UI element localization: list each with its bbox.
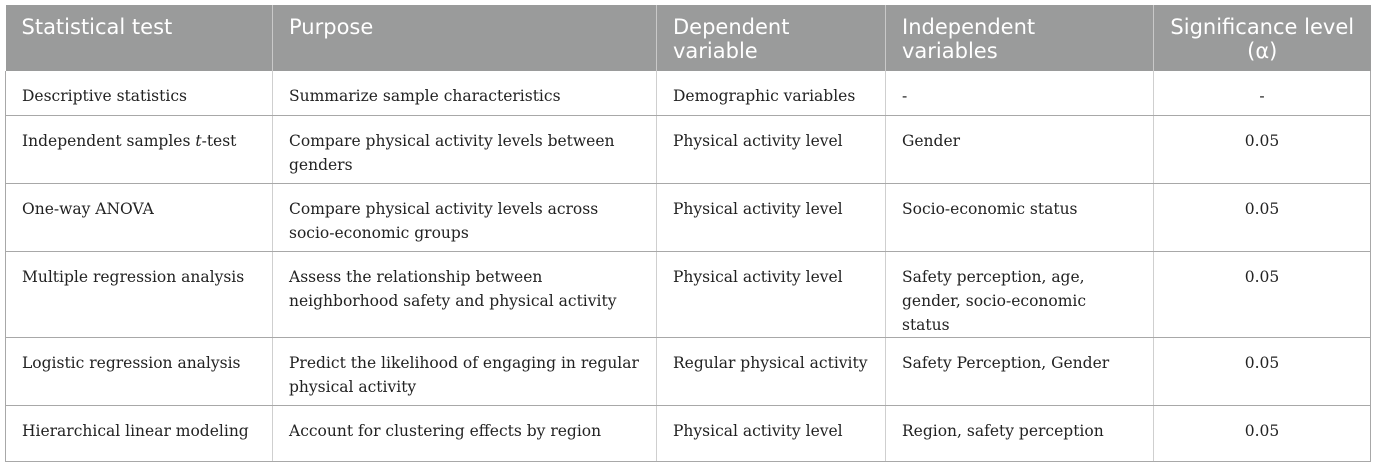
cell-statistical-test: One-way ANOVA <box>5 183 273 252</box>
table-row: One-way ANOVA Compare physical activity … <box>5 183 1371 252</box>
cell-purpose: Summarize sample characteristics <box>272 71 657 116</box>
header-purpose: Purpose <box>272 5 657 71</box>
cell-dependent-variable: Physical activity level <box>656 405 886 462</box>
cell-independent-variables: - <box>885 71 1154 116</box>
table-row: Descriptive statistics Summarize sample … <box>5 71 1371 116</box>
cell-dependent-variable: Physical activity level <box>656 251 886 338</box>
cell-independent-variables: Safety perception, age, gender, socio-ec… <box>885 251 1154 338</box>
cell-statistical-test: Independent samples t-test <box>5 115 273 184</box>
cell-dependent-variable: Physical activity level <box>656 115 886 184</box>
cell-statistical-test: Multiple regression analysis <box>5 251 273 338</box>
cell-statistical-test: Descriptive statistics <box>5 71 273 116</box>
cell-independent-variables: Socio-economic status <box>885 183 1154 252</box>
test-name-prefix: Independent samples <box>22 131 196 150</box>
cell-significance-level: 0.05 <box>1153 115 1371 184</box>
table-row: Hierarchical linear modeling Account for… <box>5 405 1371 462</box>
cell-dependent-variable: Demographic variables <box>656 71 886 116</box>
header-dependent-variable: Dependent variable <box>656 5 886 71</box>
table-body: Descriptive statistics Summarize sample … <box>5 71 1371 462</box>
header-row: Statistical test Purpose Dependent varia… <box>5 5 1371 71</box>
cell-significance-level: 0.05 <box>1153 183 1371 252</box>
cell-statistical-test: Hierarchical linear modeling <box>5 405 273 462</box>
table-header: Statistical test Purpose Dependent varia… <box>5 5 1371 71</box>
cell-independent-variables: Region, safety perception <box>885 405 1154 462</box>
table-row: Multiple regression analysis Assess the … <box>5 251 1371 338</box>
cell-purpose: Compare physical activity levels across … <box>272 183 657 252</box>
header-significance-level: Significance level (α) <box>1153 5 1371 71</box>
table-row: Logistic regression analysis Predict the… <box>5 337 1371 406</box>
cell-purpose: Account for clustering effects by region <box>272 405 657 462</box>
cell-statistical-test: Logistic regression analysis <box>5 337 273 406</box>
header-independent-variables: Independent variables <box>885 5 1154 71</box>
cell-purpose: Assess the relationship between neighbor… <box>272 251 657 338</box>
cell-independent-variables: Gender <box>885 115 1154 184</box>
cell-dependent-variable: Physical activity level <box>656 183 886 252</box>
test-name-italic-t: t <box>195 131 202 150</box>
cell-significance-level: 0.05 <box>1153 405 1371 462</box>
cell-independent-variables: Safety Perception, Gender <box>885 337 1154 406</box>
cell-dependent-variable: Regular physical activity <box>656 337 886 406</box>
table-row: Independent samples t-test Compare physi… <box>5 115 1371 184</box>
cell-purpose: Predict the likelihood of engaging in re… <box>272 337 657 406</box>
cell-significance-level: 0.05 <box>1153 337 1371 406</box>
cell-significance-level: - <box>1153 71 1371 116</box>
header-statistical-test: Statistical test <box>5 5 273 71</box>
cell-significance-level: 0.05 <box>1153 251 1371 338</box>
statistical-tests-table: Statistical test Purpose Dependent varia… <box>5 5 1371 462</box>
test-name-suffix: -test <box>201 131 237 150</box>
cell-purpose: Compare physical activity levels between… <box>272 115 657 184</box>
